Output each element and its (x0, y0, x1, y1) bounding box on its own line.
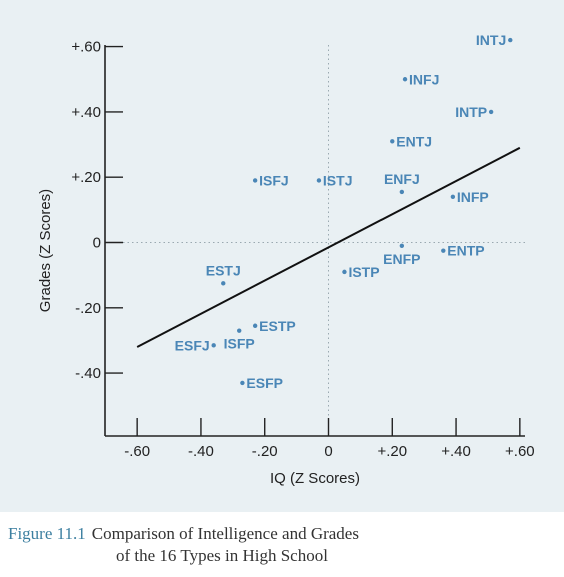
x-tick-label: 0 (324, 443, 332, 460)
point-entp (441, 248, 446, 253)
caption-text-1: Comparison of Intelligence and Grades (91, 524, 359, 543)
point-label-intp: INTP (455, 104, 487, 120)
y-tick-label: +.20 (71, 169, 101, 186)
point-esfp (240, 380, 245, 386)
x-tick-label: -.60 (124, 443, 150, 460)
point-label-estj: ESTJ (206, 262, 241, 278)
y-tick-label: -.20 (75, 300, 101, 317)
points-group: INTJ INFJ INTP ENTJ ISFJ ISTJ ENFJ INFP ENTP ENFP… (175, 32, 513, 391)
point-istp (342, 269, 347, 275)
point-isfp (237, 328, 242, 333)
point-label-infj: INFJ (409, 71, 439, 87)
axes: +.60 +.40 +.20 0 -.20 -.40 -.60 -.40 -.20 0 +.20 +.… (71, 39, 534, 460)
point-istj (316, 178, 322, 183)
point-estp (252, 323, 258, 328)
figure-caption: Figure 11.1 Comparison of Intelligence an… (8, 523, 556, 567)
point-label-intj: INTJ (476, 32, 506, 48)
point-label-isfj: ISFJ (259, 172, 289, 188)
point-esfj (211, 343, 216, 348)
point-estj (221, 281, 226, 286)
y-tick-label: +.40 (71, 104, 101, 121)
trend-line-group (136, 146, 521, 348)
trend-line (136, 146, 521, 348)
x-tick-label: -.20 (252, 443, 278, 460)
point-label-istp: ISTP (348, 264, 379, 280)
point-label-istj: ISTJ (323, 172, 353, 188)
point-infp (450, 194, 456, 199)
point-label-enfj: ENFJ (384, 171, 420, 187)
y-tick-label: +.60 (71, 39, 101, 56)
point-enfj (399, 189, 405, 195)
y-tick-label: 0 (93, 235, 101, 252)
point-entj (390, 139, 395, 144)
point-label-estp: ESTP (259, 318, 296, 334)
figure-number: Figure 11.1 (8, 524, 86, 543)
point-label-enfp: ENFP (383, 251, 420, 267)
point-label-esfj: ESFJ (175, 337, 210, 353)
point-isfj (252, 178, 258, 183)
point-label-entj: ENTJ (396, 133, 432, 149)
point-label-entp: ENTP (447, 243, 484, 259)
point-intj (508, 37, 513, 43)
caption-line-1: Figure 11.1 Comparison of Intelligence an… (8, 523, 556, 545)
y-axis-title: Grades (Z Scores) (37, 189, 54, 312)
point-label-infp: INFP (457, 189, 489, 205)
x-tick-label: -.40 (188, 443, 214, 460)
point-enfp (399, 243, 405, 248)
x-tick-label: +.60 (505, 443, 535, 460)
x-tick-label: +.20 (377, 443, 407, 460)
point-intp (488, 109, 494, 115)
point-infj (402, 77, 408, 82)
scatter-chart: +.60 +.40 +.20 0 -.20 -.40 -.60 -.40 -.20 0 +.20 +.… (37, 32, 535, 487)
y-tick-label: -.40 (75, 365, 101, 382)
x-axis-title: IQ (Z Scores) (270, 470, 360, 487)
chart-panel (0, 0, 564, 512)
x-tick-label: +.40 (441, 443, 471, 460)
caption-text-2: of the 16 Types in High School (116, 546, 328, 565)
point-label-esfp: ESFP (246, 375, 283, 391)
point-label-isfp: ISFP (224, 336, 255, 352)
